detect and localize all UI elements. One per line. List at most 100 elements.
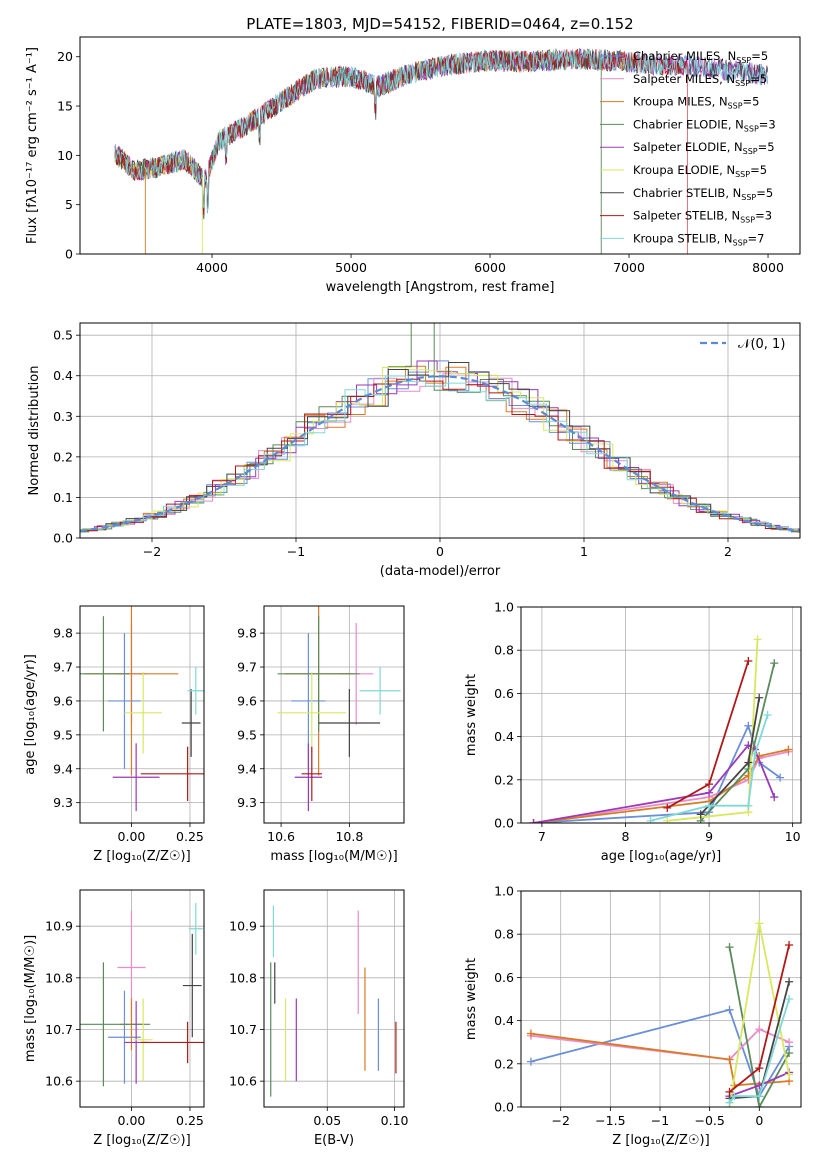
axes-age_vs_Z: 0.00 0.25 9.3 9.4 9.5 9.6 9.7 9.8 Z [log₁₀(Z/Z☉)…: [23, 605, 205, 864]
x-tick-label: −2: [551, 1113, 569, 1128]
axes-frame: [263, 889, 405, 1108]
weight-marker: [751, 749, 760, 758]
errorbar-point-6: [124, 672, 162, 754]
axes-frame: [520, 606, 802, 824]
y-tick-label: 9.6: [237, 693, 257, 708]
x-tick-label: 0.10: [381, 1113, 409, 1128]
y-tick-label: 0.0: [53, 531, 73, 546]
weight-marker: [529, 819, 538, 823]
axes-spectrum: 4000 5000 6000 7000 8000 0 5 10 15 20 wavelength […: [25, 36, 801, 295]
x-axis-label-age_vs_mass: mass [log₁₀(M/M☉)]: [270, 849, 397, 864]
y-tick-label: 20: [57, 49, 73, 64]
errorbar-point-7: [318, 689, 381, 757]
y-axis-label-age_vs_Z: age [log₁₀(age/yr)]: [23, 654, 38, 775]
errorbar-point-8: [301, 746, 323, 801]
axes-frame: [79, 889, 205, 1108]
x-tick-label: 9: [705, 829, 713, 844]
y-tick-label: 0.2: [494, 772, 514, 787]
y-tick-label: 10.9: [45, 919, 73, 934]
weight-marker: [785, 941, 794, 949]
x-tick-label: 0.25: [176, 829, 204, 844]
y-tick-label: 9.5: [237, 727, 257, 742]
weight-marker: [663, 803, 672, 812]
weight-marker: [725, 1005, 734, 1014]
x-axis-label-weight_vs_Z: Z [log₁₀(Z/Z☉)]: [612, 1133, 709, 1148]
weight-marker: [705, 788, 714, 797]
legend-entry-9: Kroupa STELIB, NSSP=7: [633, 231, 764, 247]
weight-marker: [755, 693, 764, 702]
errorbar-point-1: [108, 990, 141, 1084]
legend-entry-4: Chabrier ELODIE, NSSP=3: [633, 117, 776, 133]
plot-area-spectrum: [114, 48, 769, 254]
x-tick-label: −1: [287, 544, 305, 559]
x-axis-label-mass_vs_Z: Z [log₁₀(Z/Z☉)]: [93, 1133, 190, 1148]
y-axis-label-weight_vs_age: mass weight: [464, 674, 479, 756]
y-axis-label-spectrum: Flux [fλ10⁻¹⁷ erg cm⁻² s⁻¹ A⁻¹]: [25, 47, 40, 244]
y-tick-label: 9.7: [237, 660, 257, 675]
x-tick-label: 0.00: [118, 829, 146, 844]
errorbar-point-1: [108, 633, 141, 769]
plot-area-weight_vs_age: [521, 607, 801, 823]
errorbar-point-5: [294, 743, 323, 812]
plot-area-mass_vs_Z: [80, 890, 204, 1107]
y-tick-label: 0.1: [53, 490, 73, 505]
y-tick-label: 9.3: [237, 795, 257, 810]
weight-series-6: [667, 639, 759, 822]
plot-area-age_vs_Z: [80, 606, 204, 823]
weight-marker: [785, 1070, 794, 1079]
legend-entry-8: Salpeter STELIB, NSSP=3: [633, 209, 772, 225]
y-tick-label: 10.8: [45, 970, 73, 985]
plot-area-weight_vs_Z: [521, 891, 801, 1107]
y-tick-label: 10.9: [229, 919, 257, 934]
axes-mass_vs_Z: 0.00 0.25 10.6 10.7 10.8 10.9 Z [log₁₀(Z/Z☉)] m…: [23, 889, 205, 1148]
x-tick-label: 0.00: [118, 1113, 146, 1128]
y-tick-label: 0.5: [53, 328, 73, 343]
weight-marker: [725, 943, 734, 952]
weight-marker: [725, 1055, 734, 1064]
x-tick-label: 0.05: [313, 1113, 341, 1128]
weight-marker: [770, 659, 779, 668]
legend-entry-1: Chabrier MILES, NSSP=5: [633, 49, 768, 65]
x-axis-label-mass_vs_EBV: E(B-V): [314, 1133, 354, 1148]
weight-marker: [744, 721, 753, 730]
errorbar-point-7: [182, 933, 202, 1038]
errorbar-point-4: [80, 616, 130, 732]
axes-frame: [263, 605, 405, 824]
errorbar-point-4: [80, 962, 151, 1087]
weight-marker: [646, 816, 655, 823]
weight-marker: [785, 1049, 794, 1057]
legend-entry-5: Salpeter ELODIE, NSSP=5: [633, 140, 775, 156]
weight-marker: [526, 1029, 535, 1038]
y-tick-label: 0.0: [494, 816, 514, 831]
y-tick-label: 0.2: [53, 449, 73, 464]
x-tick-label: 7000: [613, 260, 645, 275]
legend-entry-6: Kroupa ELODIE, NSSP=5: [633, 163, 767, 179]
weight-marker: [755, 1025, 764, 1034]
spectrum-legend: Chabrier MILES, NSSP=5 Salpeter MILES, NS…: [600, 49, 776, 247]
y-tick-label: 0.8: [494, 643, 514, 658]
histogram-2: [80, 373, 800, 531]
legend-entry-3: Kroupa MILES, NSSP=5: [633, 95, 759, 111]
x-tick-label: 8: [622, 829, 630, 844]
weight-marker: [784, 745, 793, 754]
axes-residuals: −2 −1 0 1 2 0.0 0.1 0.2 0.3 0.4 0.5 (data-model)/er…: [27, 322, 801, 579]
x-tick-label: −0.5: [694, 1113, 724, 1128]
errorbar-point-8: [140, 1021, 204, 1064]
errorbar-point-7: [181, 689, 201, 757]
weight-marker: [755, 919, 764, 928]
y-tick-label: 0.8: [494, 927, 514, 942]
legend-entry-2: Salpeter MILES, NSSP=5: [633, 72, 767, 88]
x-tick-label: 8000: [752, 260, 784, 275]
x-tick-label: 6000: [474, 260, 506, 275]
weight-marker: [663, 816, 672, 823]
weight-marker: [744, 657, 753, 665]
y-axis-label-mass_vs_Z: mass [log₁₀(M/M☉)]: [23, 935, 38, 1062]
y-tick-label: 9.3: [53, 795, 73, 810]
axes-mass_vs_EBV: 0.05 0.10 10.6 10.7 10.8 10.9 E(B-V): [229, 889, 409, 1148]
y-tick-label: 0.4: [494, 729, 514, 744]
weight-series-9: [728, 998, 790, 1104]
weight-marker: [705, 780, 714, 789]
weight-marker: [696, 810, 705, 819]
axes-frame: [79, 322, 801, 539]
weight-marker: [744, 758, 753, 767]
